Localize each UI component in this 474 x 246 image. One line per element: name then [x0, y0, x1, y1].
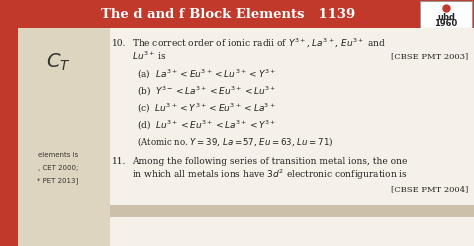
Bar: [110, 205, 474, 217]
Text: Among the following series of transition metal ions, the one: Among the following series of transition…: [132, 156, 407, 166]
Bar: [0, 28, 18, 246]
Bar: [18, 28, 110, 246]
Text: in which all metals ions have $3d^2$ electronic configuration is: in which all metals ions have $3d^2$ ele…: [132, 168, 408, 182]
Text: $C_T$: $C_T$: [46, 51, 71, 73]
Text: [CBSE PMT 2004]: [CBSE PMT 2004]: [391, 185, 468, 193]
Bar: [110, 28, 474, 246]
Text: 10.: 10.: [112, 39, 127, 47]
Text: (d)  $Lu^{3+} < Eu^{3+} < La^{3+} < Y^{3+}$: (d) $Lu^{3+} < Eu^{3+} < La^{3+} < Y^{3+…: [137, 118, 276, 132]
Text: elements is: elements is: [38, 152, 78, 158]
Text: ubd: ubd: [437, 13, 455, 21]
Text: , CET 2000;: , CET 2000;: [38, 165, 78, 171]
Text: (b)  $Y^{3-} < La^{3+} < Eu^{3+} < Lu^{3+}$: (b) $Y^{3-} < La^{3+} < Eu^{3+} < Lu^{3+…: [137, 84, 276, 98]
Text: The d and f Block Elements   1139: The d and f Block Elements 1139: [101, 7, 355, 20]
Text: * PET 2013]: * PET 2013]: [37, 178, 79, 184]
Text: (a)  $La^{3+} < Eu^{3+} < Lu^{3+} < Y^{3+}$: (a) $La^{3+} < Eu^{3+} < Lu^{3+} < Y^{3+…: [137, 67, 276, 81]
Bar: [420, 1, 472, 28]
Text: 11.: 11.: [112, 156, 127, 166]
Text: (c)  $Lu^{3+} < Y^{3+} < Eu^{3+} < La^{3+}$: (c) $Lu^{3+} < Y^{3+} < Eu^{3+} < La^{3+…: [137, 101, 276, 115]
Text: $Lu^{3+}$ is: $Lu^{3+}$ is: [132, 50, 167, 62]
Text: 1960: 1960: [434, 18, 457, 28]
Bar: [0, 0, 474, 28]
Text: [CBSE PMT 2003]: [CBSE PMT 2003]: [391, 52, 468, 60]
Text: The correct order of ionic radii of $Y^{3+}$, $La^{3+}$, $Eu^{3+}$ and: The correct order of ionic radii of $Y^{…: [132, 36, 386, 49]
Text: (Atomic no. $Y = 39$, $La = 57$, $Eu = 63$, $Lu = 71$): (Atomic no. $Y = 39$, $La = 57$, $Eu = 6…: [137, 136, 333, 149]
